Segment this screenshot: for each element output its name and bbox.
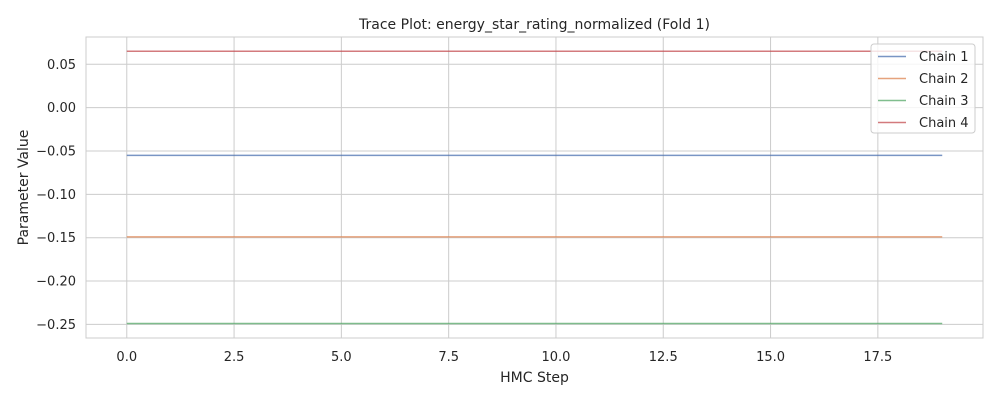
plot-area [86, 37, 983, 338]
legend-label-chain-4: Chain 4 [919, 116, 969, 131]
y-tick-label: −0.05 [36, 145, 76, 160]
legend-label-chain-2: Chain 2 [919, 72, 969, 87]
x-axis-label: HMC Step [500, 370, 569, 386]
grid-lines [86, 37, 983, 338]
x-tick-label: 10.0 [541, 350, 570, 365]
legend-label-chain-3: Chain 3 [919, 94, 969, 109]
x-tick-label: 0.0 [116, 350, 137, 365]
x-tick-label: 7.5 [438, 350, 459, 365]
series-lines [126, 50, 943, 325]
y-tick-label: −0.20 [36, 275, 76, 290]
x-tick-label: 2.5 [224, 350, 245, 365]
y-axis-label: Parameter Value [16, 130, 32, 246]
legend-label-chain-1: Chain 1 [919, 50, 969, 65]
y-tick-label: 0.00 [47, 101, 76, 116]
plot-frame [85, 36, 984, 339]
legend: Chain 1 Chain 2 Chain 3 Chain 4 [870, 43, 976, 134]
legend-box [870, 43, 976, 134]
y-tick-label: 0.05 [47, 58, 76, 73]
x-tick-label: 12.5 [649, 350, 678, 365]
y-tick-label: −0.25 [36, 318, 76, 333]
x-tick-labels: 0.0 2.5 5.0 7.5 10.0 12.5 15.0 17.5 [116, 350, 892, 365]
x-tick-label: 17.5 [863, 350, 892, 365]
y-tick-label: −0.10 [36, 188, 76, 203]
x-tick-label: 15.0 [756, 350, 785, 365]
y-tick-label: −0.15 [36, 231, 76, 246]
y-tick-labels: 0.05 0.00 −0.05 −0.10 −0.15 −0.20 −0.25 [36, 58, 76, 333]
chart-title: Trace Plot: energy_star_rating_normalize… [358, 17, 710, 33]
x-tick-label: 5.0 [331, 350, 352, 365]
